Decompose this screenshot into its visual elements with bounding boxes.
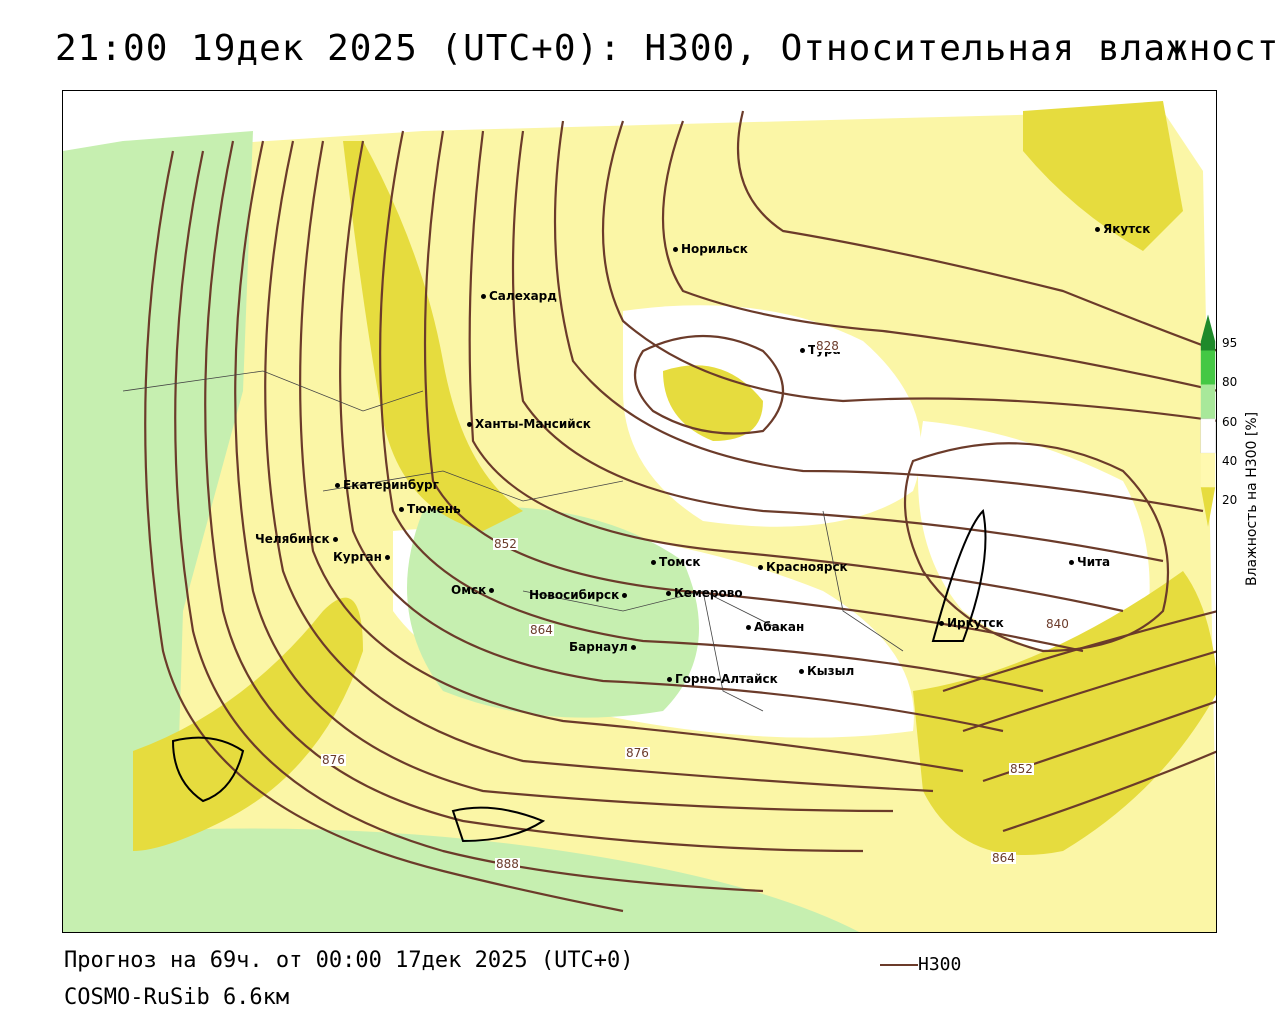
city-marker: Тюмень	[399, 503, 461, 515]
city-marker: Курган	[333, 551, 393, 563]
contour-label: 828	[815, 339, 840, 353]
humidity-colorbar	[1200, 314, 1216, 527]
humidity-field-green-mid	[407, 506, 699, 718]
contour-label: 864	[529, 623, 554, 637]
city-marker: Екатеринбург	[335, 479, 439, 491]
model-name: COSMO-RuSib 6.6км	[64, 985, 290, 1010]
humidity-field-yellow-southwest	[133, 597, 363, 851]
colorbar-tick: 60	[1222, 415, 1238, 429]
city-marker: Томск	[651, 556, 701, 568]
colorbar-tick: 40	[1222, 454, 1238, 468]
humidity-field-green-west	[63, 131, 253, 932]
city-marker: Омск	[451, 584, 497, 596]
colorbar-tick: 80	[1222, 375, 1238, 389]
city-marker: Кемерово	[666, 587, 743, 599]
contour-label: 876	[321, 753, 346, 767]
city-marker: Кызыл	[799, 665, 854, 677]
humidity-field-yellow-southeast	[913, 571, 1216, 855]
humidity-field-yellow-northeast	[1023, 101, 1183, 251]
legend-line-icon	[880, 964, 918, 966]
city-marker: Салехард	[481, 290, 557, 302]
city-marker: Новосибирск	[529, 589, 630, 601]
contour-label: 840	[1045, 617, 1070, 631]
chart-title: 21:00 19дек 2025 (UTC+0): H300, Относите…	[55, 28, 1280, 69]
city-marker: Абакан	[746, 621, 804, 633]
contour-label: 864	[991, 851, 1016, 865]
city-marker: Челябинск	[255, 533, 341, 545]
forecast-info: Прогноз на 69ч. от 00:00 17дек 2025 (UTC…	[64, 948, 634, 973]
city-marker: Якутск	[1095, 223, 1150, 235]
contour-legend: H300	[880, 954, 961, 975]
city-marker: Норильск	[673, 243, 748, 255]
legend-label: H300	[918, 954, 962, 975]
colorbar-title: Влажность на H300 [%]	[1244, 411, 1260, 586]
humidity-field-green-south	[133, 828, 860, 932]
admin-borders	[122, 370, 904, 712]
city-marker: Горно-Алтайск	[667, 673, 778, 685]
city-marker: Чита	[1069, 556, 1110, 568]
contour-label: 888	[495, 857, 520, 871]
contour-label: 852	[1009, 762, 1034, 776]
colorbar-tick: 20	[1222, 493, 1238, 507]
humidity-field-yellow-ural	[343, 141, 523, 531]
humidity-map	[63, 91, 1216, 932]
city-marker: Барнаул	[569, 641, 639, 653]
humidity-field-yellow-center	[663, 365, 763, 441]
contour-label: 876	[625, 746, 650, 760]
contour-label: 852	[493, 537, 518, 551]
city-marker: Ханты-Мансийск	[467, 418, 591, 430]
coastlines	[171, 508, 987, 843]
city-marker: Иркутск	[939, 617, 1004, 629]
map-panel: Якутск Норильск Салехард Тура Ханты-Манс…	[62, 90, 1217, 933]
city-marker: Красноярск	[758, 561, 848, 573]
colorbar-tick: 95	[1222, 336, 1238, 350]
